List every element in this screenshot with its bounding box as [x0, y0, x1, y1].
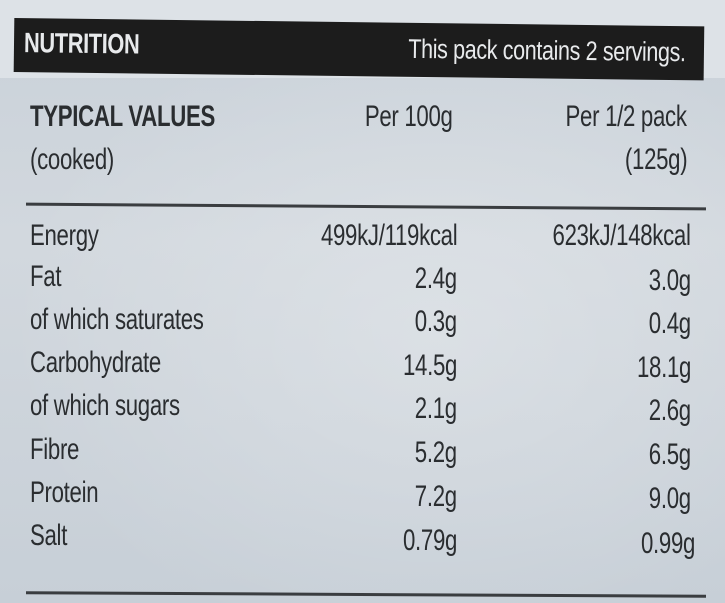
row-per100-sugars: 2.1g — [414, 392, 457, 425]
row-label-protein: Protein — [30, 476, 99, 509]
row-per100-saturates: 0.3g — [414, 305, 457, 338]
row-per100-energy: 499kJ/119kcal — [320, 219, 458, 252]
nutrition-header-bar: NUTRITION This pack contains 2 servings. — [13, 18, 705, 81]
typical-values-heading: TYPICAL VALUES — [30, 100, 215, 133]
row-label-fat: Fat — [30, 260, 62, 293]
row-perhalf-carbohydrate: 18.1g — [636, 351, 691, 384]
row-per100-protein: 7.2g — [414, 480, 457, 513]
row-perhalf-fibre: 6.5g — [648, 438, 691, 471]
row-per100-fat: 2.4g — [414, 262, 457, 295]
row-label-carbohydrate: Carbohydrate — [30, 346, 161, 379]
cooked-note: (cooked) — [30, 143, 115, 176]
servings-note: This pack contains 2 servings. — [408, 33, 687, 68]
row-label-salt: Salt — [30, 519, 68, 552]
row-perhalf-saturates: 0.4g — [648, 307, 691, 340]
nutrition-title: NUTRITION — [23, 27, 140, 60]
row-label-fibre: Fibre — [30, 433, 80, 466]
per-half-pack-heading: Per 1/2 pack — [565, 100, 687, 133]
row-per100-fibre: 5.2g — [414, 436, 457, 469]
row-perhalf-energy: 623kJ/148kcal — [552, 219, 691, 252]
row-perhalf-salt: 0.99g — [640, 527, 695, 560]
row-per100-salt: 0.79g — [402, 524, 457, 557]
per-half-pack-weight: (125g) — [624, 143, 688, 176]
row-label-saturates: of which saturates — [30, 303, 204, 336]
row-per100-carbohydrate: 14.5g — [402, 349, 457, 382]
row-perhalf-sugars: 2.6g — [648, 394, 691, 427]
row-perhalf-protein: 9.0g — [648, 482, 691, 515]
bottom-divider — [25, 591, 707, 598]
row-perhalf-fat: 3.0g — [648, 264, 691, 297]
row-label-energy: Energy — [30, 219, 99, 252]
header-divider — [25, 202, 707, 211]
row-label-sugars: of which sugars — [30, 389, 180, 422]
per-100g-heading: Per 100g — [365, 100, 453, 133]
